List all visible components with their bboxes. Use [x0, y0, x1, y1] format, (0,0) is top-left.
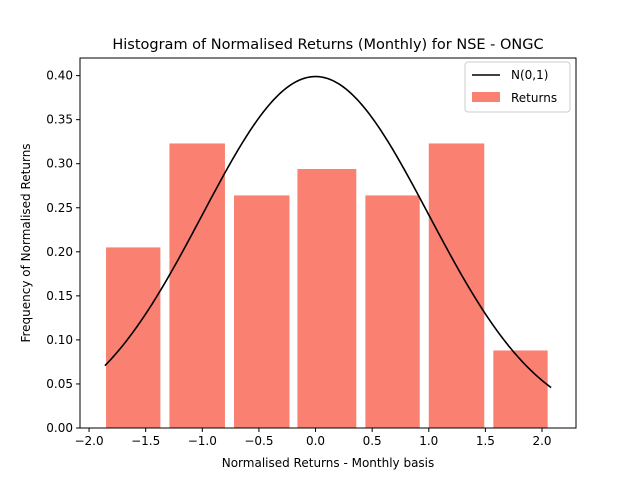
curve-layer [104, 75, 552, 389]
y-tick-label: 0.25 [46, 201, 73, 215]
chart-title: Histogram of Normalised Returns (Monthly… [112, 37, 543, 53]
y-tick-label: 0.15 [46, 289, 73, 303]
y-tick-label: 0.40 [46, 69, 73, 83]
x-tick-label: 0.0 [306, 434, 325, 448]
legend-swatch-bars [472, 92, 500, 102]
y-axis-ticks: 0.00 0.05 0.10 0.15 0.20 0.25 0.30 0.35 0.40 [46, 69, 80, 435]
y-tick-label: 0.05 [46, 377, 73, 391]
x-axis-label: Normalised Returns - Monthly basis [222, 456, 435, 470]
x-tick-label: −0.5 [244, 434, 273, 448]
y-axis-label: Frequency of Normalised Returns [19, 143, 33, 342]
x-tick-label: 1.0 [419, 434, 438, 448]
histogram-bar-4 [297, 169, 357, 428]
x-tick-label: 2.0 [532, 434, 551, 448]
histogram-bar-5 [365, 195, 420, 428]
y-tick-label: 0.00 [46, 421, 73, 435]
x-tick-label: −1.0 [188, 434, 217, 448]
bars-layer [106, 143, 548, 428]
legend-label-curve: N(0,1) [511, 68, 548, 82]
histogram-bar-2 [169, 143, 225, 428]
histogram-bar-6 [428, 143, 485, 428]
x-axis-ticks: −2.0 −1.5 −1.0 −0.5 0.0 0.5 1.0 1.5 2.0 [74, 428, 552, 448]
plot-frame [79, 57, 577, 429]
histogram-bar-7 [493, 350, 548, 428]
x-tick-label: −1.5 [131, 434, 160, 448]
y-tick-label: 0.30 [46, 157, 73, 171]
x-tick-label: −2.0 [74, 434, 103, 448]
x-tick-label: 0.5 [363, 434, 382, 448]
x-tick-label: 1.5 [476, 434, 495, 448]
legend: N(0,1) Returns [464, 61, 571, 113]
y-tick-label: 0.35 [46, 113, 73, 127]
y-tick-label: 0.20 [46, 245, 73, 259]
normal-curve-line [104, 75, 552, 389]
y-tick-label: 0.10 [46, 333, 73, 347]
legend-label-bars: Returns [511, 91, 557, 105]
histogram-bar-3 [234, 195, 290, 428]
histogram-bar-1 [106, 247, 161, 428]
